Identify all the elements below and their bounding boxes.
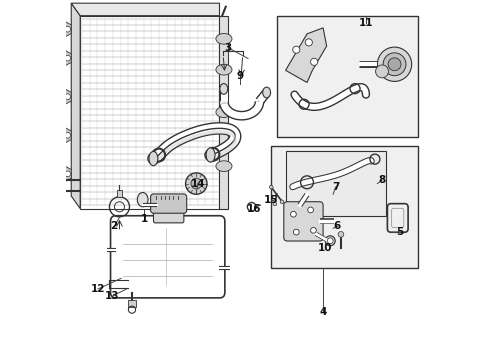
Polygon shape <box>71 3 219 16</box>
Ellipse shape <box>137 193 148 207</box>
Circle shape <box>65 26 70 32</box>
Circle shape <box>305 39 312 46</box>
Text: 14: 14 <box>190 179 205 189</box>
Circle shape <box>292 46 299 53</box>
Ellipse shape <box>216 107 231 117</box>
FancyBboxPatch shape <box>153 208 183 223</box>
Circle shape <box>310 58 317 66</box>
Ellipse shape <box>216 161 231 171</box>
Circle shape <box>272 202 276 206</box>
Circle shape <box>290 211 296 217</box>
Circle shape <box>337 231 343 237</box>
Circle shape <box>377 47 411 81</box>
Circle shape <box>190 178 201 189</box>
Polygon shape <box>71 3 80 208</box>
Text: 15: 15 <box>264 195 278 204</box>
Polygon shape <box>285 28 326 82</box>
FancyBboxPatch shape <box>110 216 224 298</box>
Text: 16: 16 <box>247 203 261 213</box>
Polygon shape <box>65 166 71 182</box>
Circle shape <box>65 55 70 61</box>
Polygon shape <box>65 127 71 143</box>
Polygon shape <box>80 16 219 208</box>
Text: 4: 4 <box>319 307 326 317</box>
Bar <box>285 152 385 216</box>
Bar <box>271 146 417 267</box>
Bar <box>117 190 122 197</box>
Text: 12: 12 <box>91 284 105 294</box>
Text: 8: 8 <box>378 175 385 185</box>
Circle shape <box>307 207 313 213</box>
Circle shape <box>387 58 400 71</box>
Text: 3: 3 <box>224 43 232 53</box>
Ellipse shape <box>216 33 231 44</box>
Circle shape <box>280 200 283 203</box>
Circle shape <box>185 173 206 194</box>
Ellipse shape <box>262 87 270 98</box>
Ellipse shape <box>205 148 215 162</box>
Text: 9: 9 <box>236 71 243 81</box>
Circle shape <box>65 132 70 138</box>
Bar <box>219 16 228 208</box>
Polygon shape <box>65 89 71 104</box>
Text: 11: 11 <box>358 18 372 28</box>
Circle shape <box>326 238 332 244</box>
Circle shape <box>310 228 316 233</box>
Ellipse shape <box>220 84 227 94</box>
Text: 7: 7 <box>331 182 339 192</box>
FancyBboxPatch shape <box>150 194 186 213</box>
FancyBboxPatch shape <box>283 202 323 241</box>
Ellipse shape <box>216 64 231 75</box>
Circle shape <box>65 171 70 177</box>
Text: 2: 2 <box>110 221 118 231</box>
Circle shape <box>293 229 299 235</box>
Bar <box>128 300 135 307</box>
Polygon shape <box>65 50 71 66</box>
Text: 10: 10 <box>317 243 331 253</box>
Text: 6: 6 <box>333 221 340 231</box>
Circle shape <box>382 53 405 76</box>
Ellipse shape <box>149 152 158 166</box>
Circle shape <box>65 94 70 100</box>
Circle shape <box>269 185 272 189</box>
Bar <box>276 16 417 137</box>
Polygon shape <box>65 21 71 37</box>
Text: 13: 13 <box>105 291 120 301</box>
Circle shape <box>325 236 335 246</box>
Text: 5: 5 <box>395 227 403 237</box>
Circle shape <box>375 65 387 78</box>
Text: 1: 1 <box>141 214 148 224</box>
